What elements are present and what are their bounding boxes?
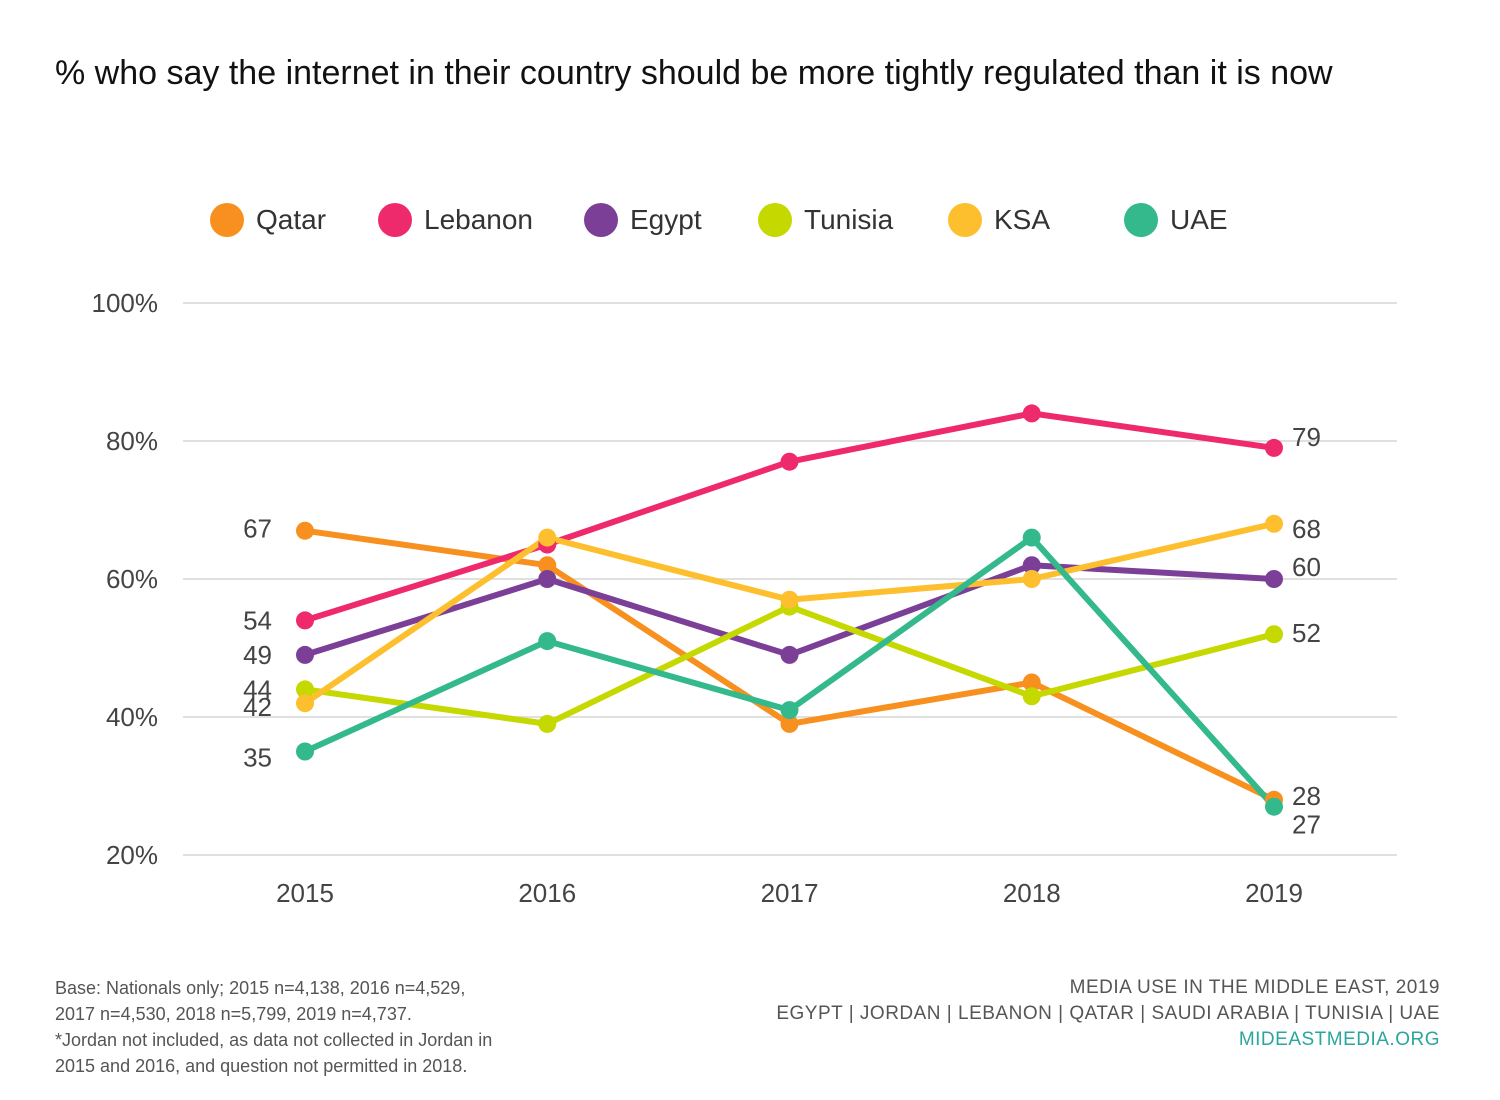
data-point-lebanon (780, 452, 799, 471)
x-tick-label: 2019 (1245, 878, 1303, 908)
x-tick-label: 2016 (518, 878, 576, 908)
data-point-tunisia (296, 680, 314, 699)
legend-item-uae: UAE (1124, 198, 1228, 242)
data-point-uae (1265, 797, 1283, 816)
data-label-2019: 52 (1292, 618, 1321, 648)
legend-item-tunisia: Tunisia (758, 198, 893, 242)
y-tick-label: 100% (92, 288, 159, 318)
data-point-tunisia (1265, 625, 1283, 644)
data-point-ksa (296, 694, 314, 713)
credit-countries: EGYPT | JORDAN | LEBANON | QATAR | SAUDI… (776, 1003, 1440, 1024)
data-point-uae (1022, 528, 1041, 547)
x-tick-label: 2017 (761, 878, 819, 908)
data-point-lebanon (1265, 438, 1283, 457)
chart-title: % who say the internet in their country … (55, 54, 1333, 92)
data-label-2019: 60 (1292, 552, 1321, 582)
data-point-qatar (1022, 673, 1041, 692)
credit-survey: MEDIA USE IN THE MIDDLE EAST, 2019 (1069, 977, 1440, 998)
legend-label-tunisia: Tunisia (804, 204, 894, 235)
data-label-2015: 44 (243, 674, 272, 704)
source-credit: MEDIA USE IN THE MIDDLE EAST, 2019 EGYPT… (776, 975, 1440, 1053)
legend-item-egypt: Egypt (584, 198, 702, 242)
data-point-ksa (1265, 514, 1283, 533)
y-tick-label: 80% (106, 426, 158, 456)
y-tick-label: 60% (106, 564, 158, 594)
data-point-uae (538, 632, 557, 651)
data-label-2019: 28 (1292, 781, 1321, 811)
x-tick-label: 2018 (1003, 878, 1061, 908)
legend-label-qatar: Qatar (256, 204, 327, 235)
data-point-lebanon (1022, 404, 1041, 423)
y-tick-label: 40% (106, 702, 158, 732)
data-point-tunisia (538, 714, 557, 733)
data-point-ksa (780, 590, 799, 609)
legend-label-egypt: Egypt (630, 204, 702, 235)
data-point-egypt (780, 645, 799, 664)
data-point-qatar (780, 714, 799, 733)
x-tick-label: 2015 (276, 878, 334, 908)
data-point-ksa (538, 528, 557, 547)
legend-swatch-qatar (210, 203, 244, 237)
data-label-2015: 42 (243, 692, 272, 722)
data-label-2019: 79 (1292, 422, 1321, 452)
data-point-qatar (296, 521, 314, 540)
data-point-egypt (538, 570, 557, 588)
y-axis-ticks: 20% 40% 60% 80% 100% (92, 288, 159, 870)
legend-swatch-egypt (584, 203, 618, 237)
legend-swatch-ksa (948, 203, 982, 237)
data-label-2015: 49 (243, 640, 272, 670)
data-point-ksa (1022, 570, 1041, 588)
data-point-tunisia (1022, 687, 1041, 706)
credit-website: MIDEASTMEDIA.ORG (1238, 1029, 1440, 1050)
data-label-2015: 54 (243, 605, 272, 635)
legend-label-uae: UAE (1170, 204, 1228, 235)
y-tick-label: 20% (106, 840, 158, 870)
series-line-lebanon (302, 410, 1277, 624)
data-point-lebanon (296, 611, 314, 630)
x-axis-ticks: 2015 2016 2017 2018 2019 (276, 878, 1303, 908)
footnote-line: 2017 n=4,530, 2018 n=5,799, 2019 n=4,737… (55, 1004, 412, 1024)
data-point-egypt (296, 645, 314, 664)
data-label-2015: 35 (243, 743, 272, 773)
legend-item-ksa: KSA (948, 198, 1050, 242)
legend-label-lebanon: Lebanon (424, 204, 534, 235)
data-point-uae (296, 742, 314, 761)
footnote: Base: Nationals only; 2015 n=4,138, 2016… (55, 975, 675, 1079)
data-label-2019: 68 (1292, 514, 1321, 544)
data-point-egypt (1022, 556, 1041, 575)
legend-swatch-lebanon (378, 203, 412, 237)
line-chart: 20% 40% 60% 80% 100% 2015 2016 2017 2018 2019 67… (92, 288, 1397, 908)
footnote-line: Base: Nationals only; 2015 n=4,138, 2016… (55, 978, 466, 998)
legend-swatch-tunisia (758, 203, 792, 237)
data-label-2015: 67 (243, 514, 272, 544)
legend-item-qatar: Qatar (210, 198, 326, 242)
data-point-uae (780, 701, 799, 720)
data-point-egypt (1265, 570, 1283, 588)
footnote-line: *Jordan not included, as data not collec… (55, 1030, 493, 1050)
series-points (296, 404, 1283, 816)
legend-swatch-uae (1124, 203, 1158, 237)
data-label-2019: 27 (1292, 810, 1321, 840)
footnote-line: 2015 and 2016, and question not permitte… (55, 1056, 468, 1076)
data-point-qatar (538, 556, 557, 575)
legend-label-ksa: KSA (994, 204, 1051, 235)
legend-item-lebanon: Lebanon (378, 198, 533, 242)
